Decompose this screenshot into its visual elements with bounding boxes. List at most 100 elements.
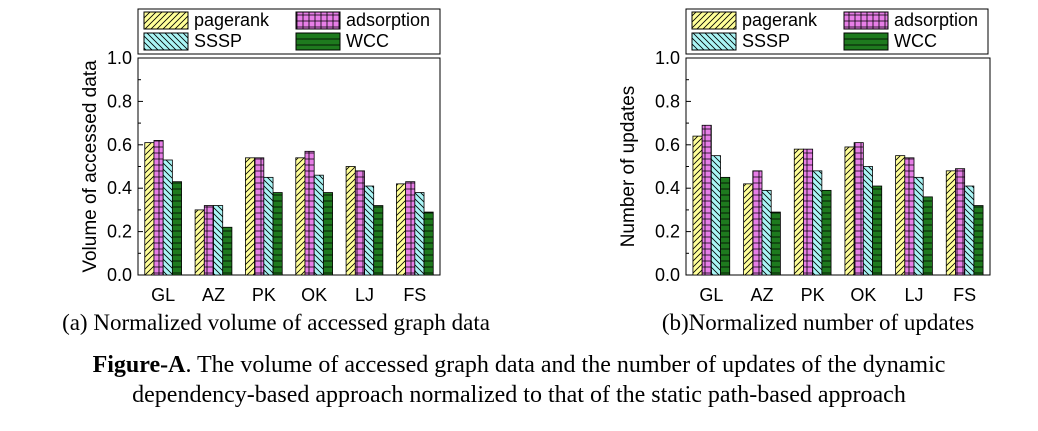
- y-tick-label: 0.6: [107, 135, 132, 155]
- legend-label-pagerank: pagerank: [742, 10, 818, 30]
- bar-sssp-ok: [313, 174, 324, 276]
- caption-line-1-text: . The volume of accessed graph data and …: [185, 352, 946, 378]
- legend-label-adsorption: adsorption: [894, 10, 978, 30]
- x-tick-label: PK: [252, 285, 276, 305]
- legend-label-adsorption: adsorption: [346, 10, 430, 30]
- y-tick-label: 0.0: [107, 265, 132, 285]
- figure-caption: Figure-A. The volume of accessed graph d…: [0, 350, 1038, 410]
- x-tick-label: OK: [301, 285, 327, 305]
- bar-adsorption-gl: [153, 140, 164, 276]
- bar-sssp-az: [213, 205, 224, 276]
- bar-pagerank-ok: [295, 157, 306, 276]
- legend-label-sssp: SSSP: [194, 31, 242, 51]
- bar-pagerank-ok: [844, 146, 855, 276]
- bar-pagerank-fs: [396, 183, 407, 276]
- x-tick-label: FS: [953, 285, 976, 305]
- bar-wcc-lj: [373, 205, 384, 276]
- legend-swatch-adsorption: [843, 11, 889, 30]
- bar-wcc-az: [770, 211, 781, 276]
- bar-sssp-fs: [414, 192, 425, 276]
- bar-sssp-az: [761, 189, 772, 276]
- bar-adsorption-pk: [803, 148, 814, 276]
- y-tick-label: 1.0: [107, 48, 132, 68]
- y-axis-label: Volume of accessed data: [80, 60, 101, 273]
- x-tick-label: LJ: [904, 285, 923, 305]
- bar-adsorption-pk: [254, 157, 265, 276]
- bar-adsorption-fs: [955, 168, 966, 276]
- bar-wcc-gl: [720, 176, 731, 276]
- legend-label-wcc: WCC: [894, 31, 937, 51]
- legend-swatch-pagerank: [691, 11, 737, 30]
- bar-sssp-pk: [263, 176, 274, 276]
- bar-sssp-gl: [162, 159, 173, 276]
- bar-wcc-az: [222, 226, 233, 276]
- legend-label-wcc: WCC: [346, 31, 389, 51]
- x-tick-label: AZ: [750, 285, 773, 305]
- x-tick-label: GL: [699, 285, 723, 305]
- chart-number-of-updates: pagerank adsorption SSSP WCC 0.0 0.2 0.4 0.6 0.8…: [618, 8, 991, 335]
- legend-swatch-adsorption: [295, 11, 341, 30]
- bar-sssp-fs: [964, 185, 975, 276]
- subfigure-title: (b)Normalized number of updates: [662, 310, 974, 335]
- bar-adsorption-az: [203, 205, 214, 276]
- bar-adsorption-lj: [354, 170, 365, 276]
- bar-pagerank-az: [743, 183, 754, 276]
- bar-wcc-gl: [171, 181, 182, 276]
- figure: pagerank adsorption SSSP WCC 0.0 0.2 0.4 0.6 0.8…: [62, 8, 991, 335]
- bar-wcc-fs: [973, 205, 984, 276]
- chart-accessed-data: pagerank adsorption SSSP WCC 0.0 0.2 0.4 0.6 0.8…: [62, 8, 490, 335]
- bar-adsorption-lj: [904, 157, 915, 276]
- legend-swatch-sssp: [691, 32, 737, 51]
- bar-pagerank-gl: [692, 135, 703, 276]
- y-tick-label: 0.0: [655, 265, 680, 285]
- bar-pagerank-lj: [345, 166, 356, 276]
- bar-pagerank-fs: [945, 170, 956, 276]
- bar-wcc-ok: [322, 192, 333, 276]
- x-tick-label: PK: [801, 285, 825, 305]
- bar-adsorption-fs: [405, 181, 416, 276]
- y-tick-label: 0.8: [107, 91, 132, 111]
- bar-pagerank-pk: [245, 157, 256, 276]
- bar-adsorption-ok: [304, 150, 315, 276]
- y-tick-label: 0.4: [107, 178, 132, 198]
- bar-sssp-lj: [364, 185, 375, 276]
- legend-swatch-pagerank: [143, 11, 189, 30]
- bar-adsorption-gl: [701, 124, 712, 276]
- legend-swatch-wcc: [843, 32, 889, 51]
- legend: pagerank adsorption SSSP WCC: [685, 8, 989, 55]
- y-tick-label: 0.2: [107, 222, 132, 242]
- bar-pagerank-pk: [793, 148, 804, 276]
- subfigure-title: (a) Normalized volume of accessed graph …: [62, 310, 490, 335]
- y-tick-label: 1.0: [655, 48, 680, 68]
- bar-sssp-gl: [710, 155, 721, 276]
- plot-area: [137, 57, 441, 276]
- y-axis-label: Number of updates: [618, 86, 639, 248]
- bar-wcc-fs: [423, 211, 434, 276]
- legend-label-pagerank: pagerank: [194, 10, 270, 30]
- caption-line-2: dependency-based approach normalized to …: [132, 382, 906, 408]
- caption-line-1: Figure-A. The volume of accessed graph d…: [93, 352, 946, 378]
- legend-swatch-sssp: [143, 32, 189, 51]
- legend-label-sssp: SSSP: [742, 31, 790, 51]
- y-tick-label: 0.6: [655, 135, 680, 155]
- y-tick-label: 0.4: [655, 178, 680, 198]
- bar-wcc-pk: [272, 192, 283, 276]
- bar-sssp-ok: [862, 166, 873, 276]
- bar-wcc-pk: [821, 189, 832, 276]
- x-tick-label: FS: [403, 285, 426, 305]
- legend: pagerank adsorption SSSP WCC: [137, 8, 441, 55]
- bar-pagerank-lj: [895, 155, 906, 276]
- bar-wcc-lj: [922, 196, 933, 276]
- legend-swatch-wcc: [295, 32, 341, 51]
- bar-pagerank-az: [194, 209, 205, 276]
- bar-adsorption-ok: [853, 142, 864, 276]
- bar-sssp-pk: [812, 170, 823, 276]
- x-tick-label: GL: [151, 285, 175, 305]
- bar-adsorption-az: [752, 170, 763, 276]
- plot-area: [685, 57, 991, 276]
- bar-pagerank-gl: [144, 142, 155, 276]
- x-tick-label: AZ: [202, 285, 225, 305]
- x-tick-label: OK: [850, 285, 876, 305]
- caption-figure-label: Figure-A: [92, 352, 186, 378]
- bar-sssp-lj: [913, 176, 924, 276]
